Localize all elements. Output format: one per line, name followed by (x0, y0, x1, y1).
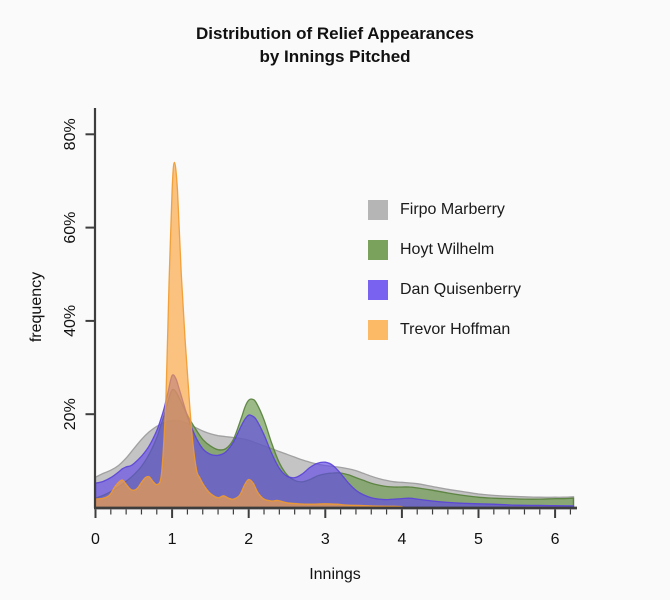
x-tick-label: 0 (91, 531, 100, 548)
legend-item-trevor-hoffman: Trevor Hoffman (368, 320, 521, 340)
legend-label-dan-quisenberry: Dan Quisenberry (400, 281, 521, 298)
x-tick-label: 3 (321, 531, 330, 548)
legend-label-hoyt-wilhelm: Hoyt Wilhelm (400, 241, 495, 258)
legend-item-firpo-marberry: Firpo Marberry (368, 200, 521, 220)
x-tick-label: 5 (474, 531, 483, 548)
legend: Firpo Marberry Hoyt Wilhelm Dan Quisenbe… (368, 200, 521, 360)
y-axis-title: frequency (28, 271, 45, 343)
y-tick-label: 20% (62, 398, 79, 430)
legend-label-trevor-hoffman: Trevor Hoffman (400, 321, 511, 338)
legend-item-hoyt-wilhelm: Hoyt Wilhelm (368, 240, 521, 260)
legend-swatch-firpo-marberry (368, 200, 388, 220)
x-axis-title: Innings (309, 566, 361, 583)
chart-title-line2: by Innings Pitched (259, 47, 411, 66)
chart-title: Distribution of Relief Appearances by In… (0, 22, 670, 68)
y-tick-label: 40% (62, 305, 79, 337)
chart-title-line1: Distribution of Relief Appearances (195, 24, 475, 43)
x-tick-label: 2 (244, 531, 253, 548)
y-tick-label: 80% (62, 118, 79, 150)
legend-swatch-dan-quisenberry (368, 280, 388, 300)
x-tick-label: 4 (397, 531, 406, 548)
legend-swatch-trevor-hoffman (368, 320, 388, 340)
legend-item-dan-quisenberry: Dan Quisenberry (368, 280, 521, 300)
density-curve-dan-quisenberry (94, 374, 575, 508)
legend-label-firpo-marberry: Firpo Marberry (400, 201, 505, 218)
density-curve-trevor-hoffman (94, 161, 403, 508)
legend-swatch-hoyt-wilhelm (368, 240, 388, 260)
x-tick-label: 1 (168, 531, 177, 548)
y-tick-label: 60% (62, 212, 79, 244)
x-tick-label: 6 (551, 531, 560, 548)
